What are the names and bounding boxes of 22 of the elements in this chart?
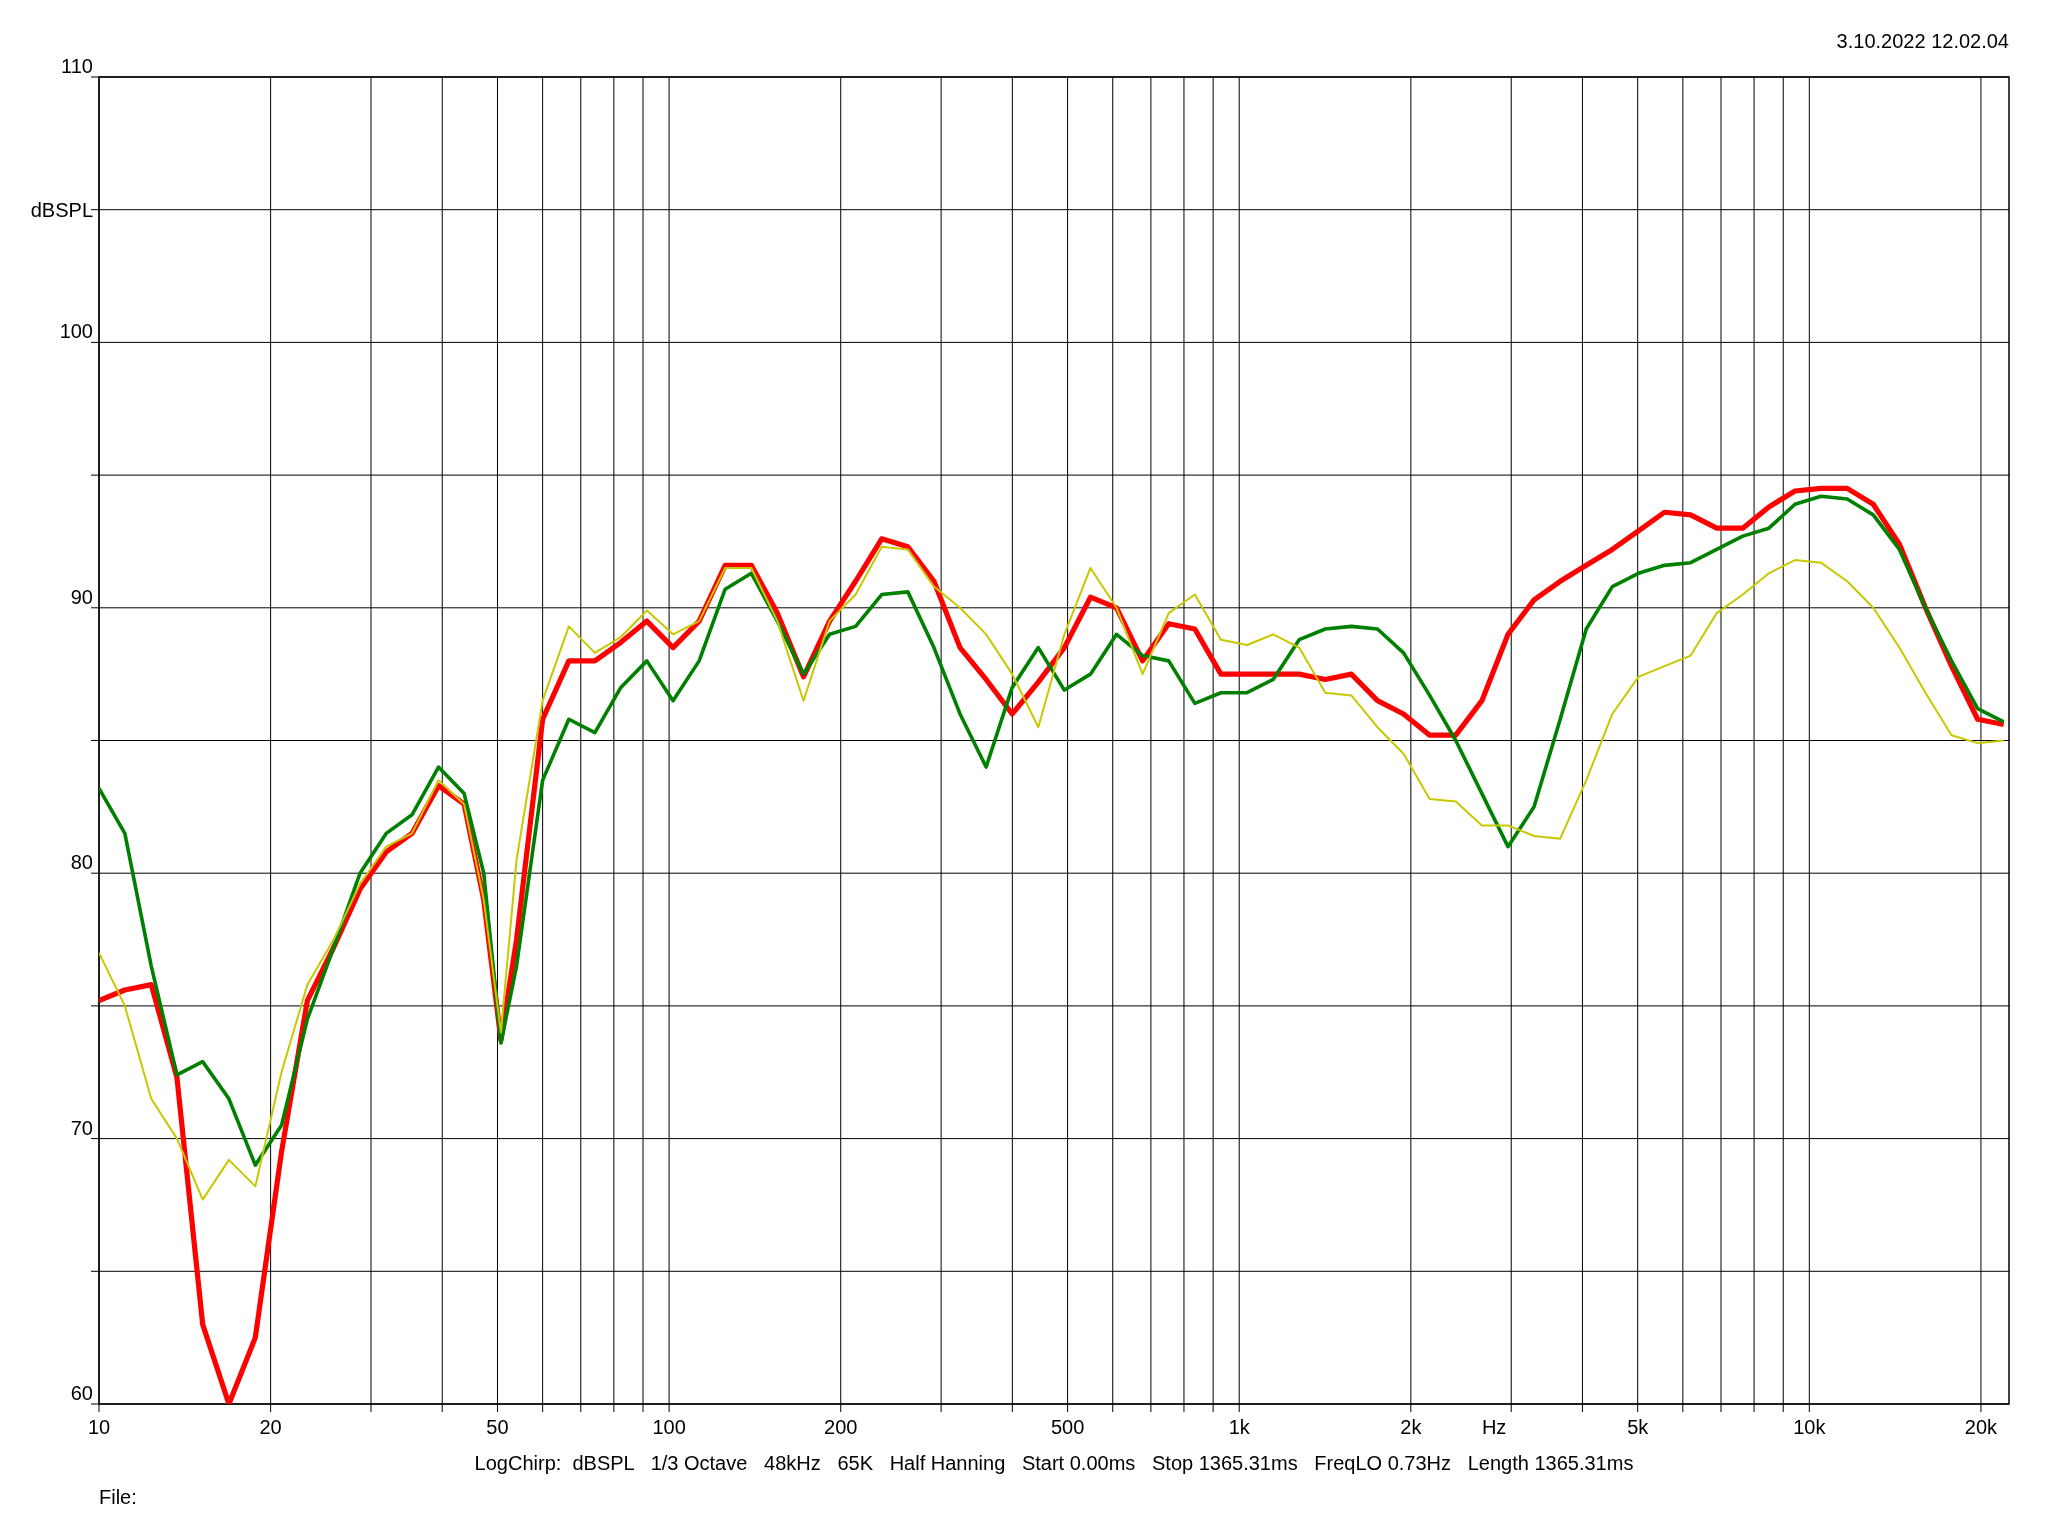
y-tick-label: 90 (70, 585, 93, 608)
text: 3.10.2022 12.02.04 (1836, 30, 2009, 52)
y-tick-label: 70 (70, 1116, 93, 1139)
y-tick-label: 100 (59, 320, 93, 343)
x-tick-label: 20 (259, 1416, 282, 1438)
x-axis-title: Hz (1481, 1416, 1507, 1438)
x-tick-label: 100 (652, 1416, 686, 1438)
x-tick-label: 5k (1627, 1416, 1650, 1438)
x-tick-label: 1k (1228, 1416, 1251, 1438)
x-tick-label: 500 (1050, 1416, 1085, 1438)
x-tick-label: 20k (1964, 1416, 1999, 1438)
text: LogChirp: dBSPL 1/3 Octave 48kHz 65K Half Hanning Start 0.00ms Stop 1365.31ms FreqLO 0.73Hz Length 1365.31ms (474, 1452, 1634, 1474)
y-tick-label: 80 (70, 851, 93, 874)
x-tick-label: 10k (1793, 1416, 1827, 1438)
x-tick-label: 200 (824, 1416, 858, 1438)
y-tick-label: 60 (70, 1382, 93, 1404)
x-tick-label: 50 (486, 1416, 509, 1438)
text: File: (99, 1486, 137, 1508)
y-tick-label: 110 (61, 55, 93, 77)
y-axis-title: dBSPL (30, 198, 93, 221)
x-tick-label: 10 (87, 1416, 111, 1438)
x-tick-label: 2k (1400, 1416, 1423, 1438)
